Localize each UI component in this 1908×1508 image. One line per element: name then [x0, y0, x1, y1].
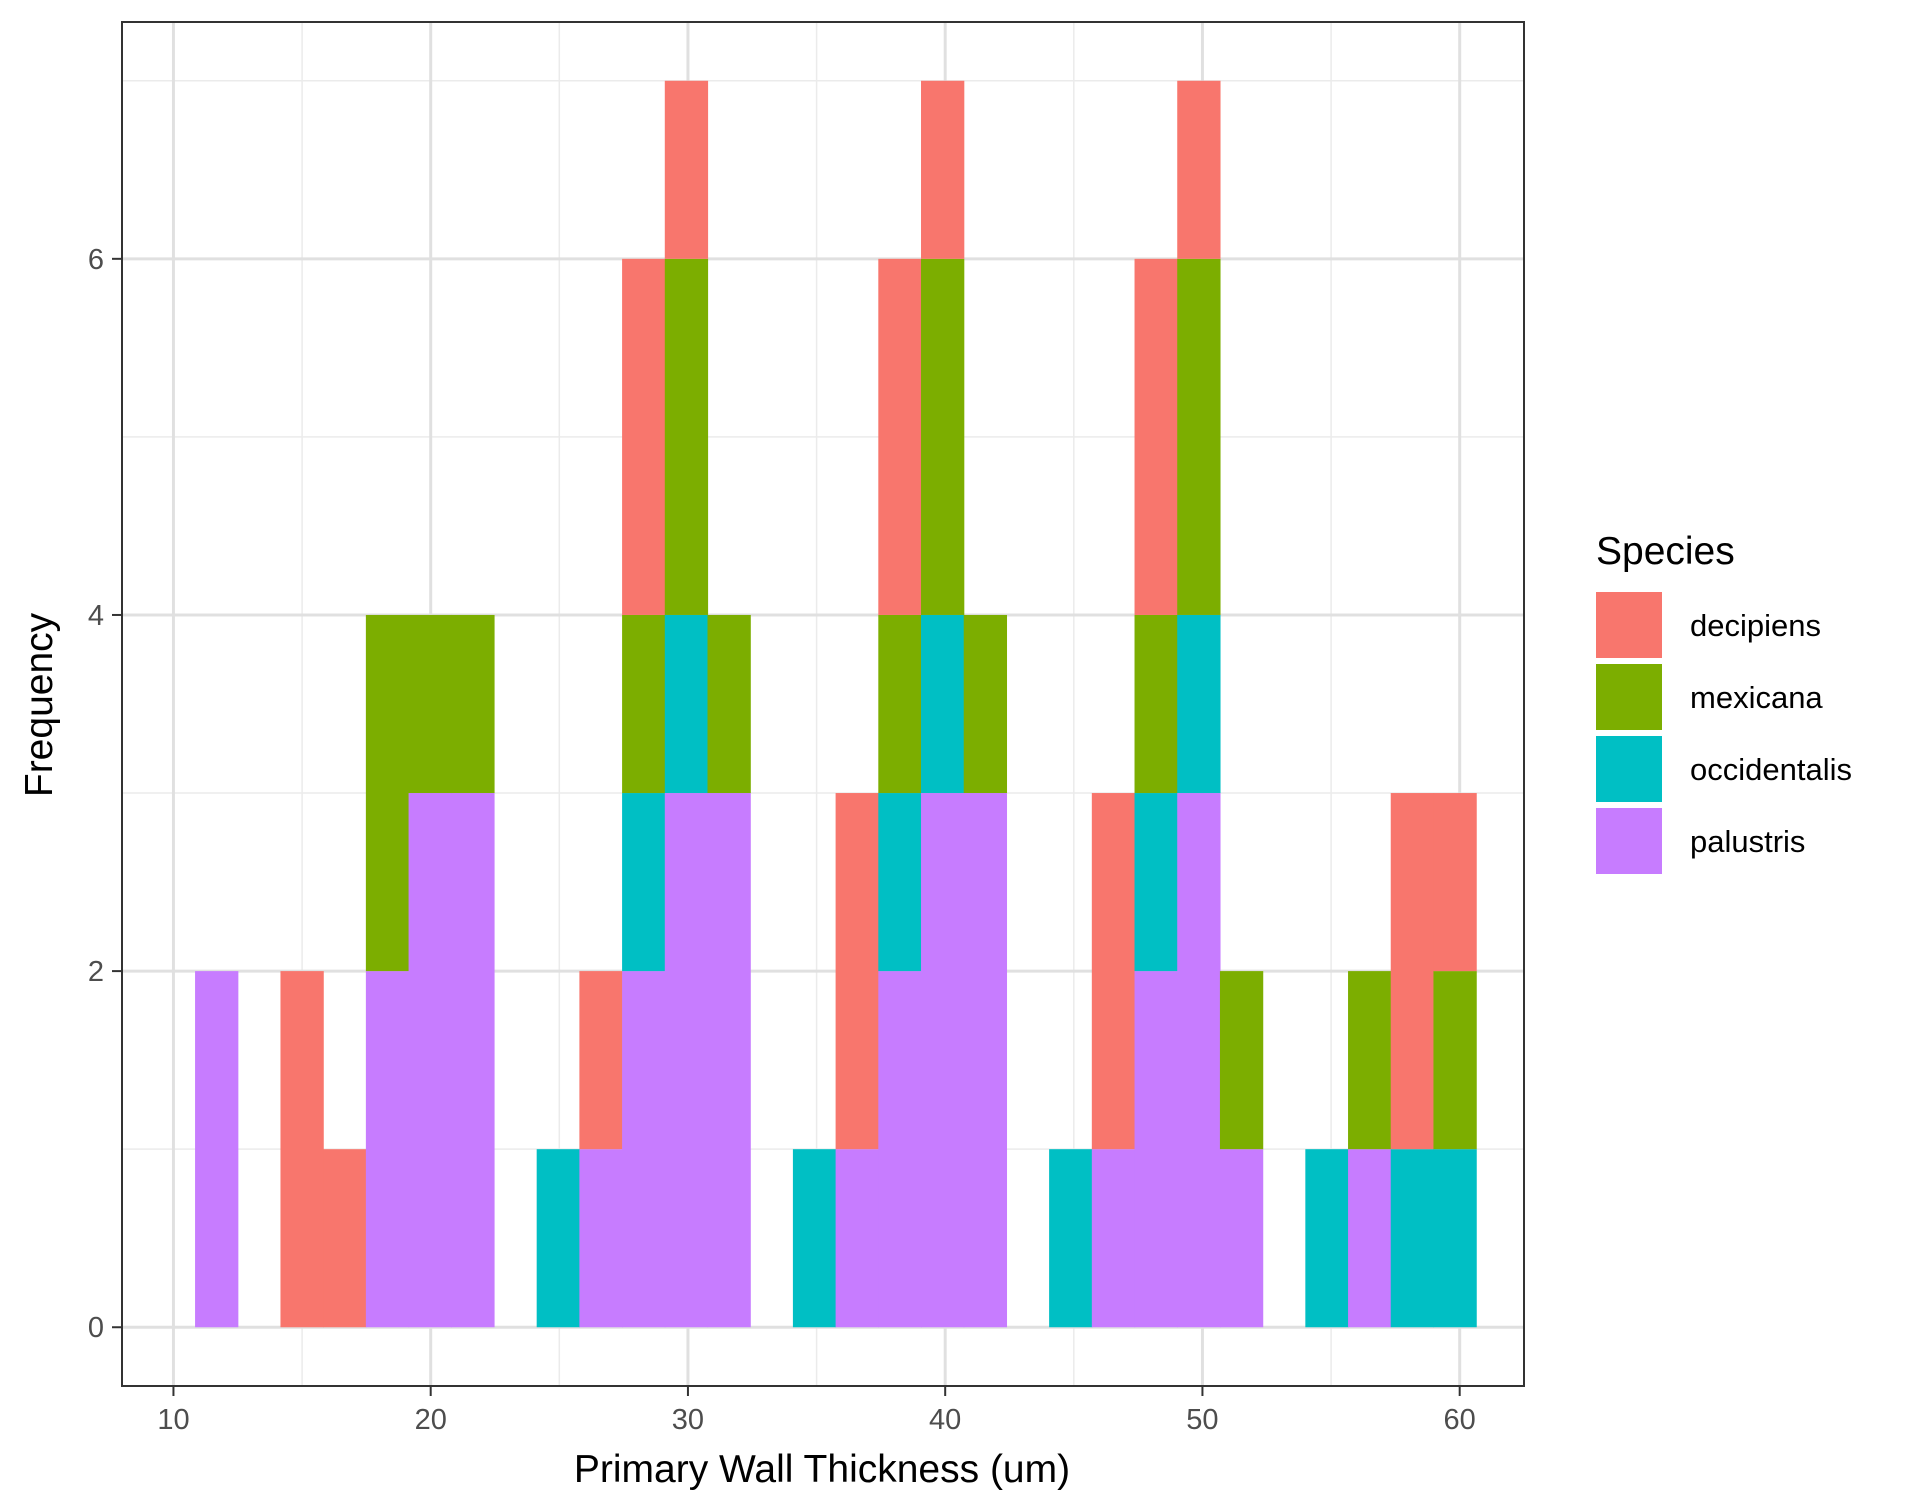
bar-decipiens: [280, 971, 324, 1328]
x-tick-label: 40: [929, 1404, 961, 1436]
x-axis-title: Primary Wall Thickness (um): [574, 1448, 1070, 1491]
bars-layer: [195, 80, 1477, 1328]
bar-decipiens: [664, 80, 709, 259]
bar-occidentalis: [1134, 793, 1178, 972]
bar-mexicana: [1134, 614, 1178, 794]
bar-mexicana: [365, 614, 410, 972]
bar-occidentalis: [921, 614, 965, 794]
legend-key-decipiens: [1596, 592, 1662, 658]
bar-mexicana: [963, 614, 1008, 794]
bar-occidentalis: [536, 1149, 580, 1328]
bar-decipiens: [1390, 793, 1435, 1150]
bar-occidentalis: [792, 1149, 837, 1328]
bar-palustris: [921, 793, 965, 1328]
bar-decipiens: [323, 1149, 367, 1328]
bar-decipiens: [1177, 80, 1221, 259]
y-tick-label: 2: [88, 956, 104, 988]
bar-decipiens: [622, 258, 666, 615]
bar-occidentalis: [878, 793, 922, 972]
bar-palustris: [1219, 1149, 1264, 1328]
y-axis-title: Frequency: [18, 612, 61, 797]
bar-palustris: [1091, 1149, 1136, 1328]
legend-label-mexicana: mexicana: [1690, 680, 1823, 715]
bar-mexicana: [921, 258, 965, 615]
bar-palustris: [1177, 793, 1221, 1328]
y-tick-label: 0: [88, 1312, 104, 1344]
bar-decipiens: [835, 793, 879, 1150]
bar-decipiens: [921, 80, 965, 259]
bar-decipiens: [878, 258, 922, 615]
bar-palustris: [365, 971, 410, 1328]
bar-palustris: [1134, 971, 1178, 1328]
bar-palustris: [664, 793, 709, 1328]
bar-palustris: [451, 793, 495, 1328]
plot-border: [121, 21, 1525, 1387]
bar-occidentalis: [1177, 614, 1221, 794]
bar-mexicana: [707, 614, 751, 794]
x-tick-label: 30: [672, 1404, 704, 1436]
legend-label-decipiens: decipiens: [1690, 608, 1821, 643]
legend-title: Species: [1596, 530, 1735, 573]
y-axis: 0 2 4 6: [88, 244, 122, 1344]
bar-mexicana: [408, 614, 452, 794]
bar-palustris: [408, 793, 452, 1328]
x-tick-label: 20: [415, 1404, 447, 1436]
bar-mexicana: [664, 258, 709, 615]
legend-key-palustris: [1596, 808, 1662, 874]
bar-occidentalis: [1433, 1149, 1477, 1328]
bar-mexicana: [451, 614, 495, 794]
bar-mexicana: [1177, 258, 1221, 615]
bar-palustris: [835, 1149, 879, 1328]
bar-decipiens: [1091, 793, 1136, 1150]
bar-decipiens: [1134, 258, 1178, 615]
x-tick-label: 10: [157, 1404, 189, 1436]
y-tick-label: 4: [88, 600, 104, 632]
x-axis: 10 20 30 40 50 60: [157, 1386, 1476, 1436]
bar-occidentalis: [1305, 1149, 1349, 1328]
legend-label-occidentalis: occidentalis: [1690, 752, 1852, 787]
bar-decipiens: [579, 971, 623, 1150]
bar-mexicana: [1348, 971, 1392, 1150]
bar-occidentalis: [622, 793, 666, 972]
y-tick-label: 6: [88, 244, 104, 276]
legend-key-occidentalis: [1596, 736, 1662, 802]
bar-palustris: [579, 1149, 623, 1328]
bar-occidentalis: [664, 614, 709, 794]
plot-frame: [121, 21, 1525, 1387]
legend-label-palustris: palustris: [1690, 824, 1805, 859]
bar-occidentalis: [1049, 1149, 1093, 1328]
bar-mexicana: [1219, 971, 1264, 1150]
bar-palustris: [1348, 1149, 1392, 1328]
legend: Species decipiens mexicana occidentalis pal…: [1596, 530, 1852, 874]
x-tick-label: 50: [1186, 1404, 1218, 1436]
bar-decipiens: [1433, 793, 1477, 972]
bar-palustris: [878, 971, 922, 1328]
bar-mexicana: [1433, 971, 1477, 1150]
bar-occidentalis: [1390, 1149, 1435, 1328]
bar-palustris: [963, 793, 1008, 1328]
bar-palustris: [622, 971, 666, 1328]
bar-mexicana: [878, 614, 922, 794]
legend-key-mexicana: [1596, 664, 1662, 730]
bar-mexicana: [622, 614, 666, 794]
bar-palustris: [707, 793, 751, 1328]
x-tick-label: 60: [1444, 1404, 1476, 1436]
bar-palustris: [195, 971, 239, 1328]
